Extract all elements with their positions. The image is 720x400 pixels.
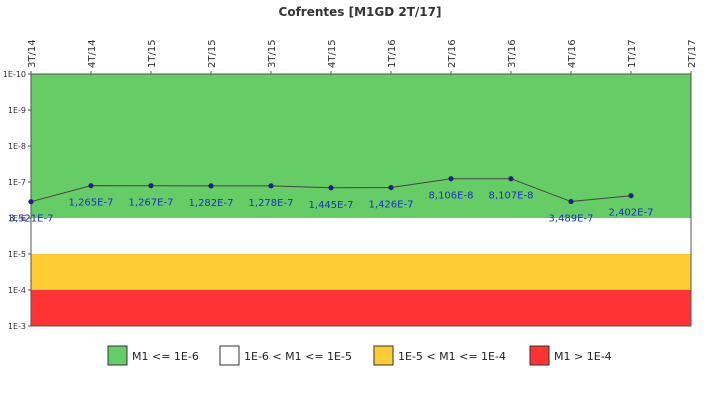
legend-label: 1E-6 < M1 <= 1E-5 [244,350,352,363]
legend-swatch [529,345,550,366]
x-tick-label: 1T/17 [627,39,638,68]
band-0 [31,74,691,218]
legend-label: M1 <= 1E-6 [132,350,199,363]
data-label: 8,106E-8 [429,191,474,202]
x-tick-label: 3T/16 [507,39,518,68]
risk-bands [30,73,692,327]
x-tick-label: 4T/16 [567,39,578,68]
legend-swatch [107,345,128,366]
y-tick-label: 1E-4 [8,286,26,295]
band-1 [31,218,691,254]
chart-title: Cofrentes [M1GD 2T/17] [279,5,442,19]
data-point [448,176,454,182]
x-tick-label: 4T/15 [327,39,338,68]
data-label: 2,402E-7 [609,208,654,219]
y-tick-label: 1E-3 [8,322,26,331]
y-tick-label: 1E-5 [8,250,26,259]
band-3 [31,290,691,326]
y-tick-label: 1E-9 [8,106,26,115]
data-point [28,199,34,205]
legend-label: 1E-5 < M1 <= 1E-4 [398,350,506,363]
series-group [28,176,634,205]
data-point [328,185,334,191]
legend-label: M1 > 1E-4 [554,350,612,363]
data-labels: 3,521E-7 1,265E-7 1,267E-7 1,282E-7 1,278E-7… [9,191,654,225]
data-label: 3,489E-7 [549,214,594,225]
y-tick-label: 1E-6 [8,214,26,223]
y-tick-label: 1E-10 [3,70,26,79]
data-point [508,176,514,182]
data-point [628,193,634,199]
data-point [388,184,394,191]
data-label: 1,282E-7 [189,198,234,209]
x-tick-label: 4T/14 [87,39,98,68]
y-tick-label: 1E-8 [8,142,26,151]
data-label: 1,445E-7 [309,200,354,211]
x-axis-ticks: 3T/14 4T/14 1T/15 2T/15 3T/15 4T/15 1T/16 2T/16… [27,39,698,74]
data-point [88,183,94,189]
data-label: 3,521E-7 [9,214,54,225]
data-point [268,183,274,189]
x-tick-label: 1T/15 [147,39,158,68]
y-tick-label: 1E-7 [8,178,26,187]
data-point [568,198,574,205]
x-tick-label: 3T/15 [267,39,278,68]
data-label: 1,278E-7 [249,198,294,209]
data-label: 8,107E-8 [489,191,534,202]
band-2 [31,254,691,290]
x-tick-label: 2T/16 [447,39,458,68]
legend-swatch [373,345,394,366]
x-tick-label: 3T/14 [27,39,38,68]
data-label: 1,426E-7 [369,200,414,211]
x-tick-label: 2T/17 [687,39,698,68]
data-point [208,183,214,189]
x-tick-label: 1T/16 [387,39,398,68]
data-point [148,183,154,189]
y-axis-ticks: 1E-10 1E-9 1E-8 1E-7 1E-6 1E-5 1E-4 1E-3 [3,70,31,331]
data-label: 1,267E-7 [129,198,174,209]
data-label: 1,265E-7 [69,198,114,209]
legend: M1 <= 1E-6 1E-6 < M1 <= 1E-5 1E-5 < M1 <= … [107,345,612,366]
legend-swatch [219,345,240,366]
x-tick-label: 2T/15 [207,39,218,68]
